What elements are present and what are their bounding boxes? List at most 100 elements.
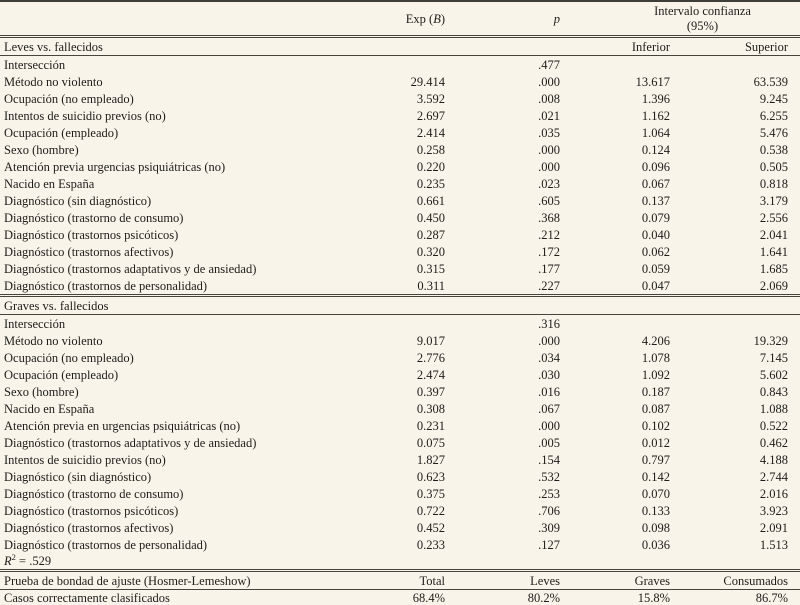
cell-ci-superior: 2.744 bbox=[759, 469, 789, 484]
goodness-col-leves: Leves bbox=[445, 569, 560, 590]
cell-exp-b: 1.827 bbox=[416, 452, 445, 467]
cell-p: .021 bbox=[538, 108, 560, 123]
row-label: Atención previa urgencias psiquiátricas … bbox=[4, 159, 226, 174]
classified-value-consumados: 86.7% bbox=[670, 589, 800, 605]
table-footer: Prueba de bondad de ajuste (Hosmer-Lemes… bbox=[0, 569, 800, 605]
cell-ci-inferior: 1.162 bbox=[641, 108, 670, 123]
cell-ci-superior: 9.245 bbox=[759, 91, 789, 106]
section-title: Leves vs. fallecidos bbox=[0, 35, 560, 56]
table-row: Atención previa urgencias psiquiátricas … bbox=[0, 158, 800, 175]
row-label: Nacido en España bbox=[4, 401, 95, 416]
cell-exp-b: 0.311 bbox=[417, 278, 445, 293]
table-row: Método no violento 9.017 .000 4.206 19.329 bbox=[0, 332, 800, 349]
classified-cases-row: Casos correctamente clasificados 68.4% 8… bbox=[0, 589, 800, 605]
row-label: Sexo (hombre) bbox=[4, 384, 79, 399]
cell-ci-inferior: 0.062 bbox=[641, 244, 670, 259]
goodness-col-total: Total bbox=[352, 569, 445, 590]
row-label: Intersección bbox=[4, 57, 66, 72]
table-row: Diagnóstico (trastornos adaptativos y de… bbox=[0, 260, 800, 277]
cell-p: .172 bbox=[538, 244, 560, 259]
cell-ci-superior: 2.069 bbox=[759, 278, 789, 293]
r-squared-row: R2 = .529 bbox=[0, 553, 800, 571]
table-row: Diagnóstico (trastornos psicóticos) 0.722… bbox=[0, 502, 800, 519]
row-label: Diagnóstico (trastornos de personalidad) bbox=[4, 537, 208, 552]
row-label: Ocupación (empleado) bbox=[4, 125, 119, 140]
cell-ci-superior: 2.556 bbox=[759, 210, 789, 225]
cell-p: .000 bbox=[538, 333, 560, 348]
cell-ci-inferior: 1.064 bbox=[641, 125, 670, 140]
cell-exp-b: 2.776 bbox=[416, 350, 445, 365]
row-label: Sexo (hombre) bbox=[4, 142, 79, 157]
cell-ci-superior: 7.145 bbox=[759, 350, 789, 365]
cell-ci-inferior: 1.396 bbox=[641, 91, 670, 106]
row-label: Ocupación (empleado) bbox=[4, 367, 119, 382]
cell-exp-b: 29.414 bbox=[410, 74, 445, 89]
cell-ci-inferior: 1.092 bbox=[641, 367, 670, 382]
cell-ci-inferior: 13.617 bbox=[635, 74, 670, 89]
cell-ci-superior: 3.179 bbox=[759, 193, 789, 208]
header-spacer bbox=[0, 1, 352, 37]
classified-value-graves: 15.8% bbox=[560, 589, 670, 605]
cell-ci-superior: 0.538 bbox=[759, 142, 789, 157]
cell-p: .532 bbox=[538, 469, 560, 484]
cell-ci-inferior: 0.079 bbox=[641, 210, 670, 225]
cell-p: .000 bbox=[538, 74, 560, 89]
cell-ci-inferior: 0.012 bbox=[641, 435, 670, 450]
table-row: Diagnóstico (trastornos de personalidad)… bbox=[0, 536, 800, 553]
cell-p: .227 bbox=[538, 278, 560, 293]
ci-title: Intervalo confianza bbox=[654, 3, 751, 18]
cell-ci-superior: 3.923 bbox=[759, 503, 789, 518]
row-label: Diagnóstico (trastornos afectivos) bbox=[4, 520, 174, 535]
cell-exp-b: 0.287 bbox=[416, 227, 445, 242]
table-row: Ocupación (empleado) 2.414 .035 1.064 5.476 bbox=[0, 124, 800, 141]
cell-ci-superior: 1.088 bbox=[759, 401, 789, 416]
table-row: Nacido en España 0.235 .023 0.067 0.818 bbox=[0, 175, 800, 192]
table-row: Diagnóstico (trastornos afectivos) 0.320.… bbox=[0, 243, 800, 260]
row-label: Diagnóstico (trastornos de personalidad) bbox=[4, 278, 208, 293]
row-label: Método no violento bbox=[4, 74, 103, 89]
cell-p: .000 bbox=[538, 418, 560, 433]
cell-ci-superior: 1.641 bbox=[759, 244, 789, 259]
table-row: Diagnóstico (trastornos afectivos) 0.452.… bbox=[0, 519, 800, 536]
table-row: Método no violento 29.414 .000 13.617 63.539 bbox=[0, 73, 800, 90]
cell-ci-superior: 2.016 bbox=[759, 486, 789, 501]
cell-ci-superior: 5.602 bbox=[759, 367, 789, 382]
cell-exp-b: 0.231 bbox=[416, 418, 445, 433]
cell-ci-superior: 0.843 bbox=[759, 384, 789, 399]
cell-ci-inferior: 0.059 bbox=[641, 261, 670, 276]
row-label: Diagnóstico (sin diagnóstico) bbox=[4, 469, 152, 484]
cell-ci-inferior: 0.124 bbox=[641, 142, 670, 157]
cell-ci-inferior: 0.133 bbox=[641, 503, 670, 518]
cell-p: .368 bbox=[538, 210, 560, 225]
cell-ci-superior: 0.505 bbox=[759, 159, 789, 174]
row-label: Intersección bbox=[4, 316, 66, 331]
cell-p: .016 bbox=[538, 384, 560, 399]
cell-ci-superior: 5.476 bbox=[759, 125, 789, 140]
classified-cases-label: Casos correctamente clasificados bbox=[0, 589, 352, 605]
row-label: Diagnóstico (trastornos adaptativos y de… bbox=[4, 435, 257, 450]
row-label: Diagnóstico (trastorno de consumo) bbox=[4, 486, 184, 501]
goodness-of-fit-label: Prueba de bondad de ajuste (Hosmer-Lemes… bbox=[0, 569, 352, 590]
cell-p: .008 bbox=[538, 91, 560, 106]
cell-exp-b bbox=[352, 315, 445, 333]
cell-ci-inferior: 0.137 bbox=[641, 193, 670, 208]
cell-ci-superior: 2.091 bbox=[759, 520, 789, 535]
row-label: Ocupación (no empleado) bbox=[4, 91, 134, 106]
cell-ci-inferior: 0.142 bbox=[641, 469, 670, 484]
cell-exp-b: 0.258 bbox=[416, 142, 445, 157]
cell-ci-inferior: 0.797 bbox=[641, 452, 670, 467]
column-header-inferior: Inferior bbox=[560, 35, 670, 56]
cell-exp-b: 2.697 bbox=[416, 108, 445, 123]
cell-ci-superior: 2.041 bbox=[759, 227, 789, 242]
cell-exp-b: 0.722 bbox=[416, 503, 445, 518]
row-label: Atención previa en urgencias psiquiátric… bbox=[4, 418, 241, 433]
table-row: Diagnóstico (trastorno de consumo) 0.450.… bbox=[0, 209, 800, 226]
cell-exp-b: 0.320 bbox=[416, 244, 445, 259]
cell-p: .605 bbox=[538, 193, 560, 208]
cell-exp-b: 0.220 bbox=[416, 159, 445, 174]
cell-p: .177 bbox=[538, 261, 560, 276]
column-header-p: p bbox=[553, 11, 560, 26]
cell-p: .035 bbox=[538, 125, 560, 140]
cell-exp-b: 0.452 bbox=[416, 520, 445, 535]
cell-ci-inferior: 0.070 bbox=[641, 486, 670, 501]
